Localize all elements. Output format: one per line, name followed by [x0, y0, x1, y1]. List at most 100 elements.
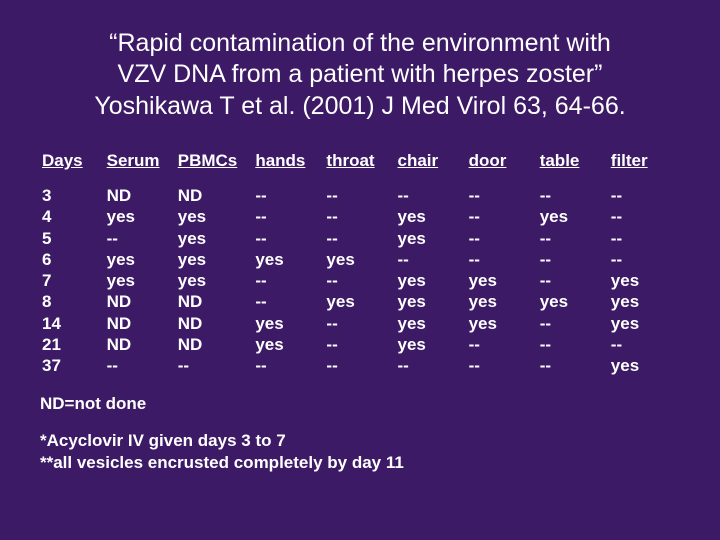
table-cell: 8: [40, 291, 105, 312]
table-cell: --: [609, 185, 680, 206]
data-table: Days Serum PBMCs hands throat chair door…: [40, 150, 680, 377]
table-cell: --: [324, 185, 395, 206]
col-header: PBMCs: [176, 150, 254, 185]
table-cell: ND: [176, 313, 254, 334]
table-cell: --: [538, 355, 609, 376]
table-cell: ND: [176, 185, 254, 206]
table-row: 37--------------yes: [40, 355, 680, 376]
table-cell: yes: [105, 249, 176, 270]
table-cell: --: [538, 249, 609, 270]
col-header: chair: [396, 150, 467, 185]
table-cell: --: [253, 291, 324, 312]
title-line-3: Yoshikawa T et al. (2001) J Med Virol 63…: [94, 92, 625, 120]
table-cell: yes: [467, 270, 538, 291]
table-cell: --: [467, 334, 538, 355]
legend: ND=not done: [40, 394, 680, 414]
table-cell: --: [324, 270, 395, 291]
slide: “Rapid contamination of the environment …: [0, 0, 720, 540]
table-cell: --: [467, 249, 538, 270]
table-cell: --: [467, 228, 538, 249]
table-cell: --: [396, 185, 467, 206]
footnote: *Acyclovir IV given days 3 to 7: [40, 430, 680, 451]
table-row: 3NDND------------: [40, 185, 680, 206]
table-cell: yes: [105, 270, 176, 291]
table-cell: yes: [176, 249, 254, 270]
col-header: door: [467, 150, 538, 185]
table-cell: --: [176, 355, 254, 376]
table-cell: yes: [396, 228, 467, 249]
table-cell: --: [538, 228, 609, 249]
table-cell: yes: [396, 313, 467, 334]
table-cell: --: [609, 249, 680, 270]
table-cell: yes: [176, 270, 254, 291]
col-header: Serum: [105, 150, 176, 185]
table-cell: yes: [467, 291, 538, 312]
table-cell: ND: [105, 291, 176, 312]
table-cell: yes: [396, 291, 467, 312]
table-cell: yes: [538, 291, 609, 312]
table-cell: yes: [253, 334, 324, 355]
table-cell: ND: [105, 313, 176, 334]
table-cell: yes: [324, 291, 395, 312]
table-cell: --: [253, 270, 324, 291]
table-header-row: Days Serum PBMCs hands throat chair door…: [40, 150, 680, 185]
table-cell: ND: [176, 334, 254, 355]
table-cell: --: [324, 228, 395, 249]
table-cell: --: [324, 355, 395, 376]
table-cell: --: [538, 185, 609, 206]
table-cell: --: [609, 334, 680, 355]
table-cell: 5: [40, 228, 105, 249]
table-cell: 14: [40, 313, 105, 334]
table-cell: ND: [105, 185, 176, 206]
col-header: throat: [324, 150, 395, 185]
table-cell: 6: [40, 249, 105, 270]
table-cell: --: [324, 313, 395, 334]
table-cell: yes: [176, 228, 254, 249]
footnotes: *Acyclovir IV given days 3 to 7 **all ve…: [40, 430, 680, 473]
table-row: 5--yes----yes------: [40, 228, 680, 249]
table-cell: yes: [609, 291, 680, 312]
table-cell: 37: [40, 355, 105, 376]
table-cell: --: [105, 228, 176, 249]
table-cell: --: [609, 228, 680, 249]
table-cell: yes: [396, 270, 467, 291]
table-cell: ND: [176, 291, 254, 312]
slide-title: “Rapid contamination of the environment …: [40, 28, 680, 122]
table-cell: yes: [176, 206, 254, 227]
table-cell: --: [538, 270, 609, 291]
table-cell: --: [467, 355, 538, 376]
table-cell: 7: [40, 270, 105, 291]
table-body: 3NDND------------4yesyes----yes--yes--5-…: [40, 185, 680, 376]
table-row: 8NDND--yesyesyesyesyes: [40, 291, 680, 312]
table-cell: --: [253, 228, 324, 249]
table-cell: --: [396, 249, 467, 270]
table-cell: --: [538, 313, 609, 334]
footnote: **all vesicles encrusted completely by d…: [40, 452, 680, 473]
col-header: filter: [609, 150, 680, 185]
table-cell: yes: [396, 206, 467, 227]
table-cell: --: [253, 185, 324, 206]
table-cell: yes: [609, 355, 680, 376]
table-cell: 4: [40, 206, 105, 227]
table-cell: --: [253, 206, 324, 227]
table-cell: --: [609, 206, 680, 227]
col-header: hands: [253, 150, 324, 185]
table-cell: yes: [609, 313, 680, 334]
table-cell: yes: [253, 249, 324, 270]
table-cell: --: [467, 185, 538, 206]
table-cell: yes: [105, 206, 176, 227]
table-cell: yes: [467, 313, 538, 334]
table-cell: yes: [538, 206, 609, 227]
table-row: 4yesyes----yes--yes--: [40, 206, 680, 227]
table-cell: yes: [609, 270, 680, 291]
table-cell: yes: [253, 313, 324, 334]
title-line-1: “Rapid contamination of the environment …: [109, 29, 611, 57]
table-cell: yes: [396, 334, 467, 355]
table-cell: yes: [324, 249, 395, 270]
table-cell: --: [396, 355, 467, 376]
table-cell: --: [538, 334, 609, 355]
table-cell: 21: [40, 334, 105, 355]
table-cell: --: [105, 355, 176, 376]
table-row: 14NDNDyes--yesyes--yes: [40, 313, 680, 334]
table-cell: --: [467, 206, 538, 227]
